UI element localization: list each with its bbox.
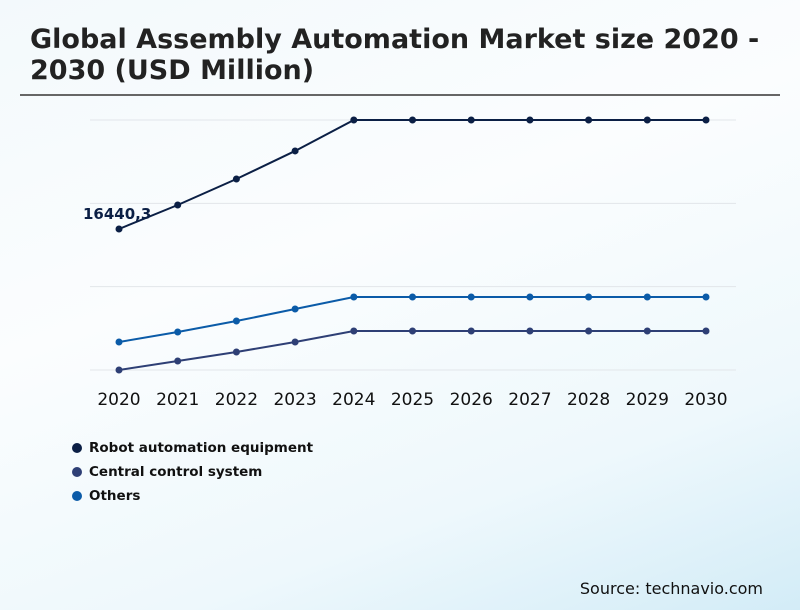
data-point (232, 175, 240, 183)
data-point (467, 293, 475, 301)
data-point (526, 293, 534, 301)
x-tick-label: 2030 (684, 390, 727, 410)
data-point (350, 116, 358, 124)
data-point (702, 116, 710, 124)
legend-label: Central control system (89, 464, 263, 480)
series-line (118, 329, 706, 371)
data-point (585, 327, 593, 335)
data-label: 16440,3 (83, 205, 151, 223)
data-point (232, 317, 240, 325)
data-point (526, 327, 534, 335)
data-point (585, 116, 593, 124)
data-point (467, 116, 475, 124)
legend-dot-icon (72, 443, 82, 453)
data-point (467, 327, 475, 335)
data-point (585, 293, 593, 301)
data-point (409, 327, 416, 335)
data-point (409, 293, 416, 301)
series-line (118, 119, 706, 230)
chart-title: Global Assembly Automation Market size 2… (30, 24, 760, 86)
x-tick-label: 2028 (567, 390, 610, 410)
data-point (115, 366, 123, 374)
legend-item: Others (72, 484, 313, 508)
source-note: Source: technavio.com (579, 579, 763, 598)
title-divider (20, 94, 780, 96)
data-point (174, 357, 182, 365)
data-point (291, 147, 299, 155)
data-point (350, 327, 358, 335)
data-point (291, 338, 299, 346)
x-tick-label: 2027 (508, 390, 551, 410)
x-tick-label: 2024 (332, 390, 375, 410)
x-tick-label: 2022 (215, 390, 258, 410)
x-tick-label: 2020 (97, 390, 140, 410)
data-point (643, 116, 651, 124)
data-point (174, 328, 182, 336)
data-point (115, 338, 123, 346)
legend-dot-icon (72, 467, 82, 477)
legend-item: Robot automation equipment (72, 436, 313, 460)
data-point (643, 327, 651, 335)
data-point (350, 293, 358, 301)
data-point (291, 305, 299, 313)
legend: Robot automation equipment Central contr… (72, 436, 313, 508)
data-point (526, 116, 534, 124)
series-line (118, 296, 706, 343)
x-tick-label: 2025 (391, 390, 434, 410)
data-point (232, 348, 240, 356)
x-tick-label: 2021 (156, 390, 199, 410)
x-tick-label: 2023 (273, 390, 316, 410)
x-tick-label: 2029 (626, 390, 669, 410)
legend-label: Others (89, 488, 141, 504)
legend-dot-icon (72, 491, 82, 501)
data-point (174, 201, 182, 209)
legend-label: Robot automation equipment (89, 440, 314, 456)
data-point (409, 116, 416, 124)
data-point (643, 293, 651, 301)
x-tick-label: 2026 (450, 390, 493, 410)
data-point (115, 225, 123, 233)
data-point (702, 327, 710, 335)
legend-item: Central control system (72, 460, 313, 484)
data-point (702, 293, 710, 301)
